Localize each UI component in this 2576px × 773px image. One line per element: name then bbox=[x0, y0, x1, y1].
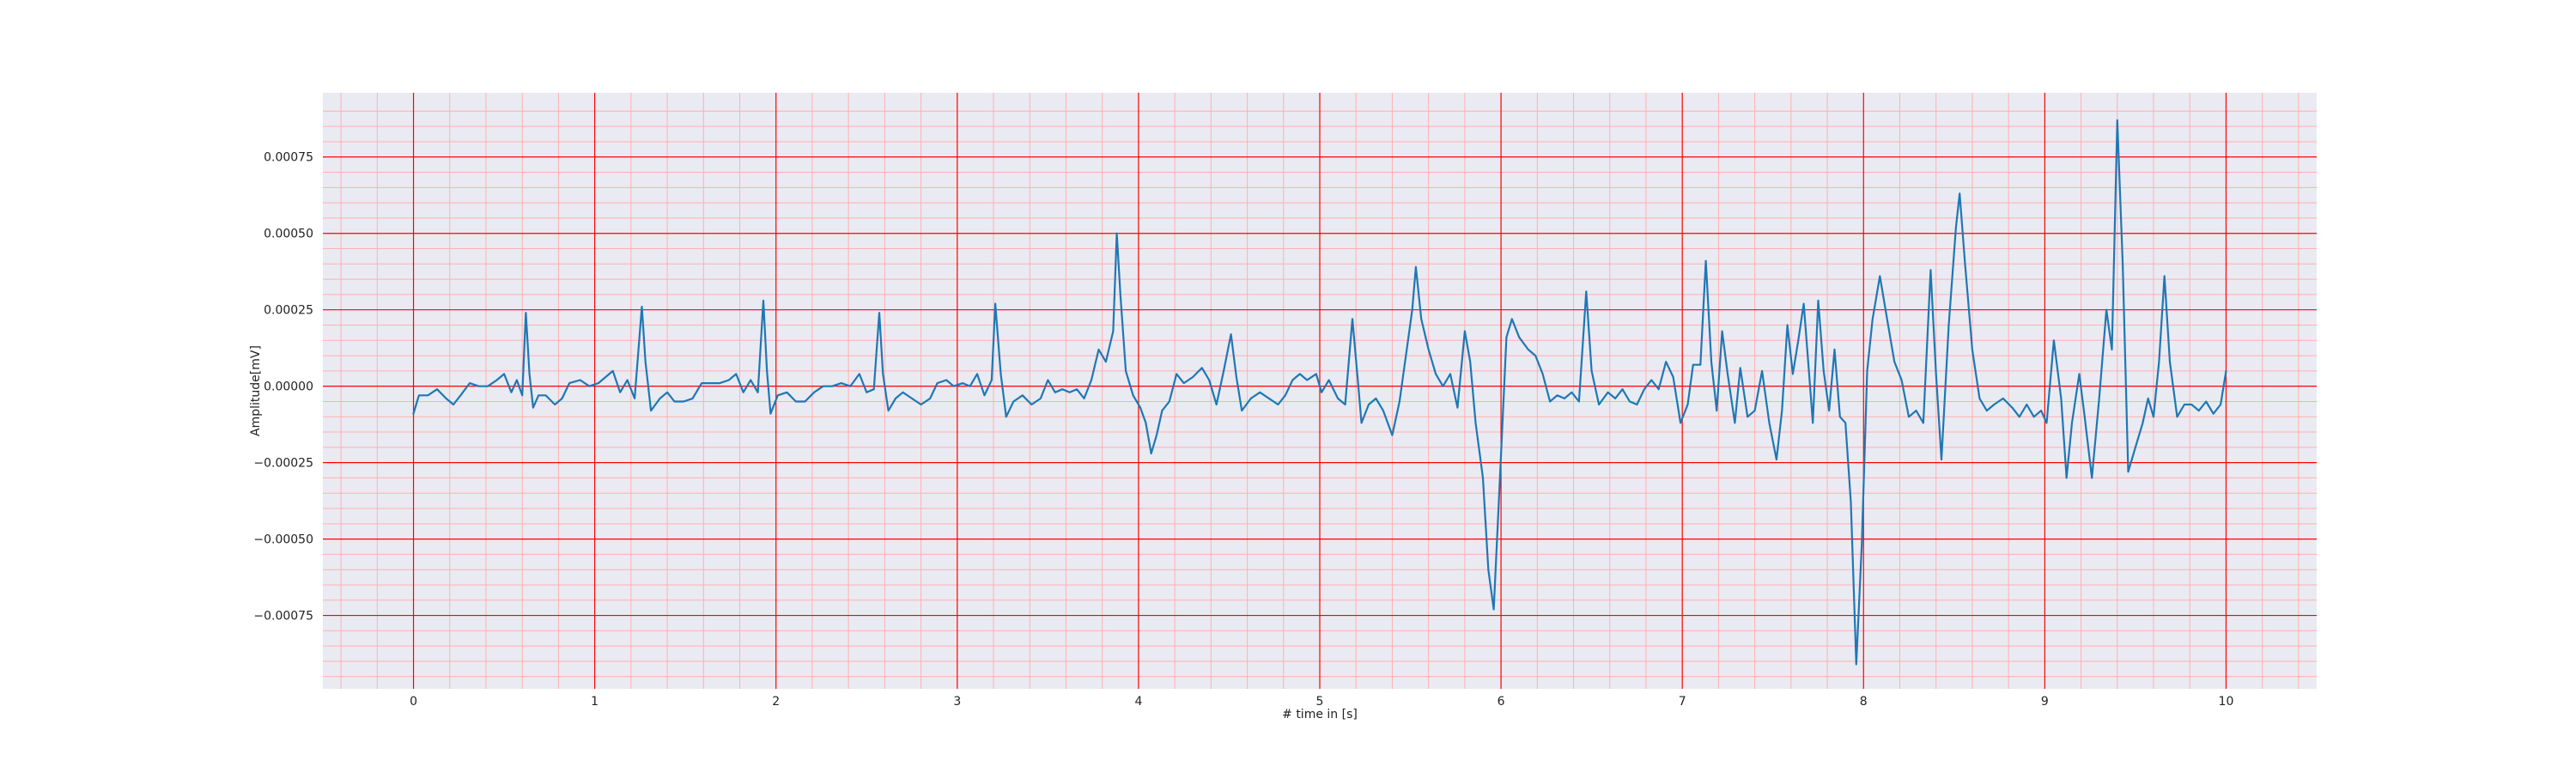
x-tick-label: 7 bbox=[1679, 695, 1686, 709]
series-line-0 bbox=[412, 119, 2227, 666]
x-tick-label: 9 bbox=[2041, 695, 2049, 709]
x-tick-label: 10 bbox=[2219, 695, 2234, 709]
y-axis-ticks: −0.00075 −0.00050 −0.00025 0.00000 0.00025 0.… bbox=[253, 151, 313, 624]
x-tick-label: 5 bbox=[1316, 695, 1324, 709]
x-tick-label: 2 bbox=[772, 695, 780, 709]
x-tick-label: 4 bbox=[1134, 695, 1142, 709]
y-tick-label: 0.00000 bbox=[264, 380, 313, 394]
y-tick-label: 0.00075 bbox=[264, 151, 313, 165]
y-tick-label: 0.00050 bbox=[264, 228, 313, 241]
x-tick-label: 8 bbox=[1860, 695, 1868, 709]
major-grid bbox=[323, 93, 2317, 689]
x-axis-ticks: 0 1 2 3 4 5 6 7 8 9 10 bbox=[410, 695, 2233, 709]
y-tick-label: −0.00050 bbox=[253, 533, 313, 547]
y-axis-label: Amplitude[mV] bbox=[249, 345, 263, 436]
y-tick-label: −0.00025 bbox=[253, 457, 313, 471]
y-tick-label: −0.00075 bbox=[253, 610, 313, 624]
y-tick-label: 0.00025 bbox=[264, 304, 313, 318]
x-axis-label: # time in [s] bbox=[1282, 708, 1358, 721]
series-layer bbox=[412, 119, 2227, 666]
x-tick-label: 1 bbox=[591, 695, 598, 709]
x-tick-label: 3 bbox=[953, 695, 961, 709]
x-tick-label: 0 bbox=[410, 695, 417, 709]
x-tick-label: 6 bbox=[1498, 695, 1505, 709]
